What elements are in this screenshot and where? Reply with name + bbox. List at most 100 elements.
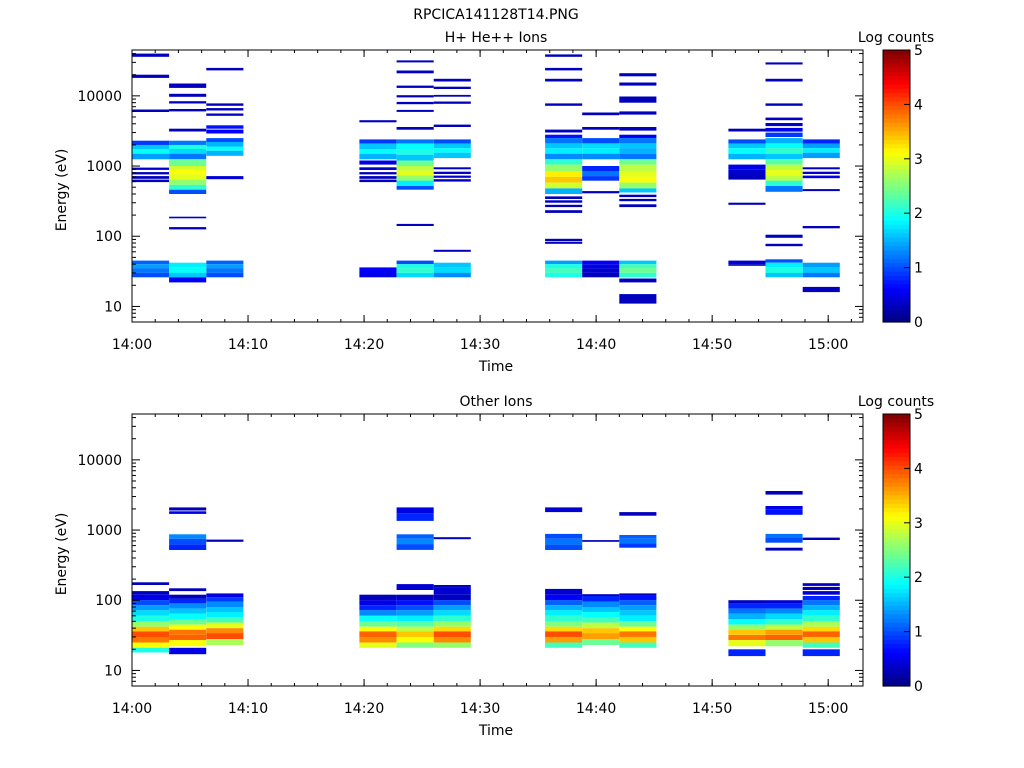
colorbar-segment <box>883 67 910 72</box>
colorbar-segment <box>883 435 910 441</box>
spectrogram-cell <box>169 128 207 132</box>
spectrogram-cell <box>433 179 471 182</box>
spectrogram-cell <box>582 607 620 612</box>
spectrogram-cell <box>132 605 170 611</box>
spectrogram-cell <box>433 78 471 82</box>
colorbar-segment <box>883 511 910 517</box>
spectrogram-cell <box>582 617 620 623</box>
x-tick-label: 15:00 <box>808 701 848 717</box>
spectrogram-cell <box>169 613 207 619</box>
spectrogram-cell <box>396 621 434 627</box>
spectrogram-cell <box>582 601 620 607</box>
x-tick-label: 14:20 <box>344 337 384 353</box>
colorbar-segment <box>883 126 910 132</box>
spectrogram-cell <box>728 169 766 175</box>
spectrogram-cell <box>359 600 397 606</box>
spectrogram-cell <box>433 585 471 588</box>
spectrogram-cell <box>802 139 840 144</box>
colorbar-segment <box>883 309 910 315</box>
colorbar-segment <box>883 105 910 111</box>
spectrogram-cell <box>206 108 244 111</box>
colorbar-segment <box>883 426 910 432</box>
colorbar-segment <box>883 418 910 424</box>
spectrogram-cell <box>619 626 657 632</box>
spectrogram-cell <box>396 631 434 637</box>
x-tick-label: 14:00 <box>112 337 152 353</box>
spectrogram-cell <box>765 267 803 273</box>
spectrogram-cell <box>169 144 207 149</box>
colorbar-segment <box>883 198 910 204</box>
colorbar-segment <box>883 207 910 213</box>
spectrogram-cell <box>765 153 803 160</box>
spectrogram-cell <box>619 96 657 103</box>
y-tick-label: 100 <box>95 229 122 245</box>
colorbar-segment <box>883 601 910 606</box>
colorbar-tick-label: 4 <box>914 461 923 477</box>
colorbar-tick-label: 1 <box>914 625 923 641</box>
spectrogram-cell <box>619 600 657 606</box>
spectrogram-cell <box>765 175 803 181</box>
colorbar-segment <box>883 537 910 543</box>
spectrogram-cell <box>396 166 434 171</box>
spectrogram-cell <box>802 143 840 149</box>
spectrogram-cell <box>582 264 620 269</box>
spectrogram-cell <box>396 143 434 149</box>
colorbar-segment <box>883 452 910 458</box>
spectrogram-cell <box>433 631 471 637</box>
spectrogram-cell <box>169 635 207 641</box>
colorbar-segment <box>883 71 910 77</box>
colorbar-segment <box>883 558 910 564</box>
spectrogram-cell <box>169 189 207 194</box>
spectrogram-cell <box>169 624 207 630</box>
spectrogram-cell <box>802 642 840 648</box>
spectrogram-cell <box>545 182 583 189</box>
colorbar-segment <box>883 245 910 251</box>
spectrogram-cell <box>545 533 583 539</box>
colorbar-segment <box>883 292 910 298</box>
spectrogram-cell <box>132 268 170 273</box>
spectrogram-cell <box>396 584 434 590</box>
spectrogram-cell <box>206 607 244 612</box>
colorbar-segment <box>883 499 910 504</box>
spectrogram-cell <box>359 160 397 165</box>
spectrogram-cell <box>765 635 803 641</box>
colorbar-segment <box>883 224 910 230</box>
spectrogram-cell <box>396 160 434 167</box>
spectrogram-cell <box>728 128 766 132</box>
spectrogram-cell <box>728 148 766 154</box>
spectrogram-cell <box>619 278 657 283</box>
x-tick-label: 14:10 <box>228 701 268 717</box>
colorbar-segment <box>883 664 910 670</box>
spectrogram-cell <box>582 594 620 596</box>
colorbar-segment <box>883 613 910 619</box>
spectrogram-cell <box>765 132 803 137</box>
spectrogram-cell <box>765 629 803 635</box>
spectrogram-cell <box>802 286 840 293</box>
spectrogram-cell <box>765 613 803 619</box>
spectrogram-cell <box>765 186 803 192</box>
spectrogram-cell <box>728 139 766 144</box>
spectrogram-cell <box>396 180 434 186</box>
colorbar-segment <box>883 164 910 170</box>
colorbar-tick-label: 3 <box>914 152 923 168</box>
colorbar-segment <box>883 156 910 162</box>
spectrogram-cell <box>433 600 471 606</box>
spectrogram-cell <box>206 597 244 602</box>
spectrogram-cell <box>619 134 657 139</box>
y-tick-label: 10 <box>104 299 122 315</box>
colorbar-segment <box>883 190 910 196</box>
spectrogram-cell <box>396 139 434 144</box>
spectrogram-cell <box>545 138 583 144</box>
spectrogram-cell <box>132 153 170 160</box>
x-tick-label: 14:00 <box>112 701 152 717</box>
spectrogram-cell <box>396 642 434 648</box>
colorbar-segment <box>883 203 910 208</box>
colorbar-segment <box>883 220 910 225</box>
spectrogram-cell <box>206 601 244 607</box>
colorbar-segment <box>883 118 910 123</box>
spectrogram-cell <box>169 140 207 145</box>
spectrogram-cell <box>206 633 244 639</box>
spectrogram-cell <box>359 272 397 278</box>
spectrogram-cell <box>396 95 434 98</box>
colorbar-segment <box>883 186 910 191</box>
